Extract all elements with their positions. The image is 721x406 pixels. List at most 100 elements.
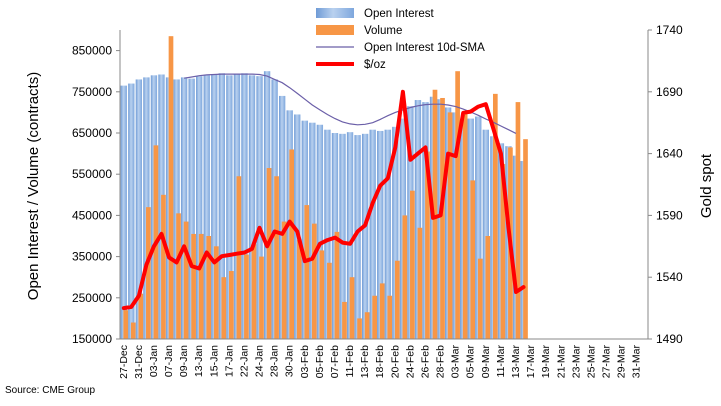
volume-bar [183, 221, 189, 339]
x-tick-label: 29-Mar [616, 345, 628, 379]
legend-swatch [316, 25, 354, 35]
x-tick-label: 13-Mar [510, 345, 522, 379]
x-tick-label: 31-Mar [631, 345, 643, 379]
volume-bar [379, 283, 385, 339]
x-tick-label: 24-Jan [254, 345, 266, 377]
volume-bar [304, 205, 310, 339]
x-tick-label: 28-Feb [435, 345, 447, 378]
volume-bar [364, 312, 370, 339]
left-tick-label: 150000 [72, 332, 112, 346]
open-interest-bar [173, 79, 180, 339]
legend-item: Open Interest [316, 8, 434, 20]
open-interest-bar [384, 129, 391, 339]
right-tick-label: 1640 [656, 147, 683, 161]
volume-bar [198, 233, 204, 339]
volume-bar [470, 180, 476, 339]
volume-bar [146, 207, 151, 339]
volume-bar [191, 233, 196, 339]
open-interest-bar [226, 75, 233, 339]
volume-bar [161, 194, 166, 339]
open-interest-bar [346, 132, 354, 339]
open-interest-bar [369, 129, 376, 339]
left-tick-label: 450000 [72, 208, 112, 222]
left-tick-label: 650000 [72, 126, 112, 140]
volume-bar [387, 295, 393, 339]
left-tick-label: 550000 [72, 167, 112, 181]
legend-label: Volume [364, 25, 402, 37]
volume-bar [357, 318, 362, 339]
volume-bar [251, 244, 257, 339]
open-interest-bar [392, 126, 399, 339]
x-tick-label: 13-Feb [359, 345, 371, 378]
legend-item: Volume [316, 25, 402, 37]
x-tick-label: 17-Jan [223, 345, 235, 377]
open-interest-bar [196, 76, 203, 340]
volume-bar [372, 295, 377, 339]
right-axis-title: Gold spot [698, 153, 715, 218]
volume-bar [523, 139, 528, 339]
axes-layer [116, 29, 652, 340]
x-tick-label: 09-Mar [480, 345, 492, 379]
source-note: Source: CME Group [5, 385, 95, 396]
volume-bars [123, 36, 528, 340]
x-tick-label: 26-Feb [419, 345, 431, 378]
volume-bar [349, 277, 355, 339]
volume-bar [319, 250, 325, 339]
x-tick-label: 25-Mar [585, 345, 597, 379]
x-tick-label: 17-Mar [525, 345, 537, 379]
x-tick-label: 07-Jan [163, 345, 175, 377]
legend-label: Open Interest 10d-SMA [364, 42, 485, 54]
open-interest-bar [475, 116, 482, 340]
volume-bar [176, 213, 181, 339]
open-interest-bar [218, 73, 225, 339]
legend: Open Interest Volume Open Interest 10d-SMA… [316, 8, 485, 71]
x-tick-label: 05-Feb [314, 345, 326, 378]
open-interest-bar [188, 78, 195, 339]
volume-bar [432, 89, 438, 340]
x-tick-label: 11-Feb [344, 345, 356, 378]
right-tick-label: 1540 [656, 270, 683, 284]
legend-label: $/oz [364, 59, 386, 71]
x-tick-label: 28-Jan [269, 345, 281, 377]
open-interest-bar [135, 79, 143, 339]
open-interest-sma-line [184, 73, 517, 134]
x-tick-label: 21-Mar [555, 345, 567, 379]
x-tick-label: 31-Dec [133, 345, 145, 379]
volume-bar [477, 258, 483, 339]
line-series-layer [121, 73, 526, 311]
open-interest-bar [361, 133, 369, 339]
left-tick-label: 250000 [72, 291, 112, 305]
open-interest-bar [241, 73, 248, 339]
volume-bar [334, 231, 340, 339]
volume-bar [515, 102, 521, 339]
volume-bar [168, 36, 174, 340]
open-interest-bar [339, 133, 346, 339]
open-interest-bar [316, 124, 324, 339]
volume-bar [462, 112, 468, 340]
x-tick-label: 24-Feb [404, 345, 416, 378]
volume-bar [138, 293, 144, 339]
open-interest-bar [120, 85, 127, 340]
open-interest-bar [294, 114, 301, 340]
volume-bar [289, 149, 295, 339]
volume-bar [410, 190, 415, 339]
x-tick-label: 03-Mar [450, 345, 462, 379]
x-tick-label: 20-Feb [389, 345, 401, 378]
volume-bar [206, 236, 212, 339]
open-interest-bar [324, 129, 331, 339]
open-interest-bar [414, 100, 422, 339]
left-tick-label: 750000 [72, 85, 112, 99]
legend-item: $/oz [316, 59, 386, 71]
volume-bar [296, 240, 302, 339]
x-tick-label: 18-Feb [374, 345, 386, 378]
x-tick-label: 19-Mar [540, 345, 552, 379]
volume-bar [394, 260, 400, 339]
volume-bar [130, 322, 136, 339]
right-tick-label: 1690 [656, 85, 683, 99]
x-tick-label: 05-Mar [465, 345, 477, 379]
x-tick-label: 13-Jan [193, 345, 205, 377]
x-tick-label: 30-Jan [284, 345, 296, 377]
open-interest-bar [211, 74, 218, 339]
gold-price-line [121, 89, 526, 311]
